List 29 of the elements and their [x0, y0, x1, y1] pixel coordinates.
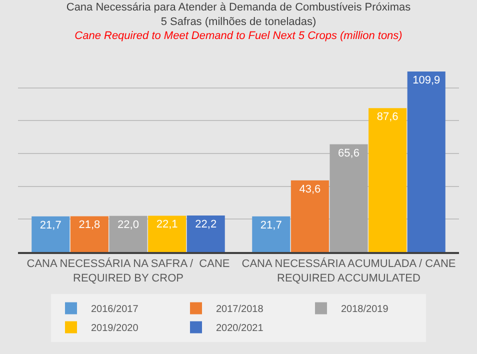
chart-title: Cana Necessária para Atender à Demanda de Combustíveis Próximas 5 Safras (milhões de toneladas): [66, 2, 412, 28]
x-tick-label: CANA NECESSÁRIA NA SAFRA / CANE REQUIRED BY CROP: [26, 256, 230, 284]
bar: [330, 144, 368, 252]
bar: [252, 216, 290, 252]
data-label: 21,8: [78, 219, 100, 232]
data-label: 43,6: [299, 183, 321, 196]
bar: [186, 216, 225, 252]
legend-label: 2017/2018: [216, 304, 264, 316]
data-label: 22,1: [156, 218, 178, 231]
data-label: 109,9: [412, 74, 440, 86]
bar: [290, 180, 329, 252]
bar: [109, 216, 148, 252]
chart-subtitle: Cane Required to Meet Demand to Fuel Next 5 Crops (million tons): [74, 30, 403, 42]
legend-label: 2016/2017: [91, 304, 139, 316]
legend-label: 2018/2019: [341, 304, 389, 316]
x-tick-label: CANA NECESSÁRIA ACUMULADA / CANE REQUIRED ACCUMULATED: [242, 256, 456, 284]
data-label: 22,2: [195, 218, 217, 231]
bar: [70, 216, 108, 252]
bar: [148, 216, 186, 252]
data-label: 22,0: [118, 218, 139, 231]
data-label: 21,7: [40, 219, 62, 232]
legend-label: 2020/2021: [216, 323, 264, 334]
data-label: 21,7: [260, 219, 282, 232]
bar: [407, 72, 446, 252]
data-label: 65,6: [338, 147, 360, 160]
bar: [368, 108, 407, 252]
legend-label: 2019/2020: [91, 323, 139, 334]
data-label: 87,6: [376, 111, 398, 124]
bar: [32, 216, 70, 252]
